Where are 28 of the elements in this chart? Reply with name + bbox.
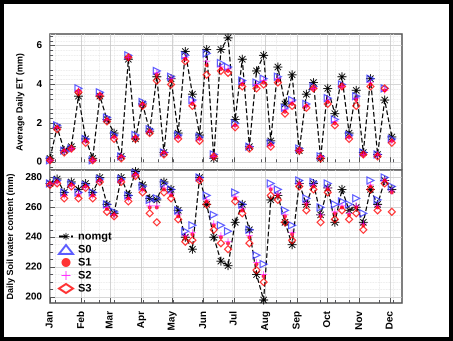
y-tick-label: 2 xyxy=(36,118,42,129)
legend-label: S2 xyxy=(78,270,92,282)
x-tick-label: Oct xyxy=(322,310,334,328)
legend-label: nomgt xyxy=(78,230,112,242)
x-tick-label: Apr xyxy=(136,310,148,328)
x-tick-label: Nov xyxy=(354,310,365,330)
x-tick-label: Jan xyxy=(44,311,56,328)
y-axis-title: Average Daily ET (mm) xyxy=(14,53,24,151)
y-tick-label: 6 xyxy=(36,40,42,52)
x-tick-label: May xyxy=(166,310,178,330)
y-tick-label: 240 xyxy=(25,232,42,243)
x-tick-label: Aug xyxy=(260,311,272,330)
legend-label: S1 xyxy=(78,256,92,268)
y-tick-label: 260 xyxy=(25,202,42,213)
y-tick-label: 280 xyxy=(25,172,42,183)
x-tick-label: Jun xyxy=(198,311,210,329)
y-tick-label: 200 xyxy=(25,292,42,303)
y-tick-label: 220 xyxy=(25,262,42,273)
x-tick-label: Mar xyxy=(104,310,116,329)
y-axis-title: Daily Soil water content (mm) xyxy=(4,173,15,300)
x-tick-label: Dec xyxy=(384,310,396,330)
x-tick-label: Feb xyxy=(76,311,88,329)
x-tick-label: Sep xyxy=(292,311,303,330)
legend-label: S3 xyxy=(78,282,92,294)
x-tick-label: Jul xyxy=(228,310,240,326)
y-tick-label: 0 xyxy=(36,156,42,168)
y-tick-label: 4 xyxy=(36,79,42,90)
legend-label: S0 xyxy=(78,244,92,256)
